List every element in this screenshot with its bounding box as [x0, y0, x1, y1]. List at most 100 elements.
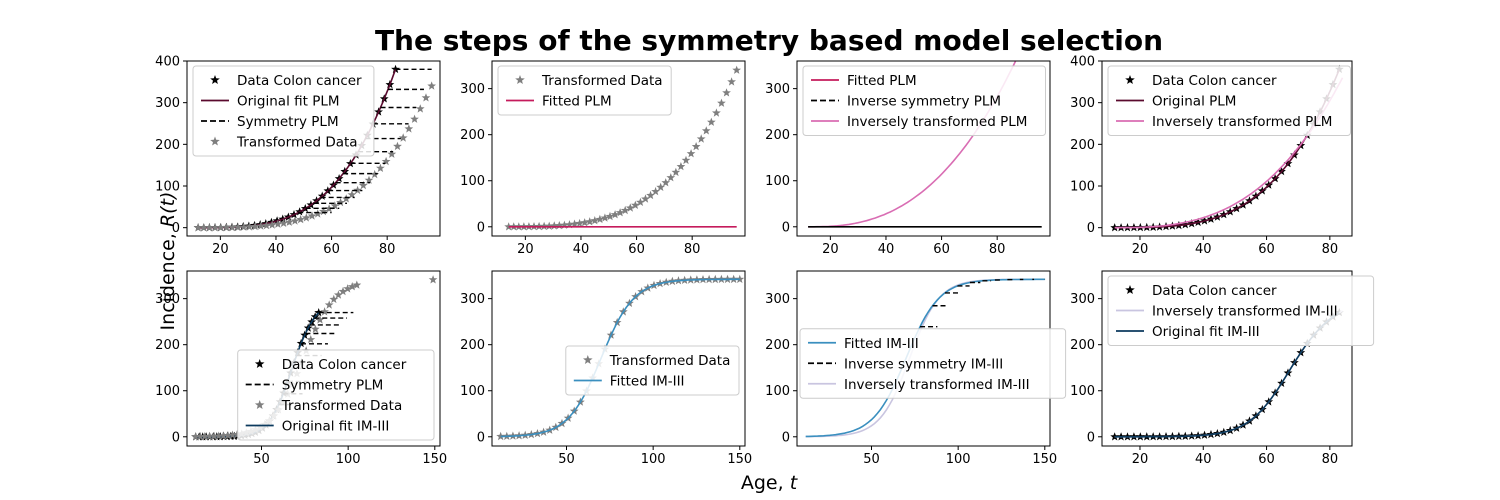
legend-entry-label: Original fit IM-III: [1152, 324, 1260, 340]
data-point-transformed: [290, 216, 300, 225]
x-tick-label: 80: [1322, 242, 1339, 257]
data-point-transformed: [732, 65, 741, 74]
legend-entry-label: Data Colon cancer: [282, 357, 407, 373]
data-point-transformed: [620, 205, 630, 215]
plot-area: [1110, 64, 1344, 232]
y-tick-label: 100: [765, 384, 790, 399]
y-tick-label: 300: [1070, 292, 1095, 307]
legend: Transformed Data Fitted IM-III: [565, 345, 740, 396]
data-point-transformed: [315, 315, 325, 324]
y-tick-label: 200: [155, 138, 180, 153]
y-tick-label: 0: [172, 430, 180, 445]
data-point-transformed: [696, 134, 706, 143]
legend-box: [192, 65, 375, 157]
data-point-transformed: [595, 214, 605, 224]
y-tick-label: 200: [1070, 138, 1095, 153]
plot-area: [805, 278, 1045, 438]
data-point-transformed: [324, 300, 334, 309]
data-point-transformed: [615, 208, 625, 217]
legend-entry-label: Fitted IM-III: [610, 374, 685, 390]
data-point-transformed: [358, 180, 368, 190]
y-tick-label: 0: [477, 430, 485, 445]
axes-frame: [491, 60, 746, 237]
legend-entry-label: Original PLM: [1152, 94, 1236, 110]
data-point-transformed: [319, 206, 328, 216]
data-point-transformed: [227, 222, 237, 232]
data-point-transformed: [504, 222, 514, 231]
data-point-transformed: [707, 117, 716, 126]
axes-frame: [1101, 270, 1353, 447]
y-tick-label: 300: [155, 96, 180, 111]
legend-entry-label: Transformed Data: [236, 135, 358, 151]
data-point-transformed: [712, 108, 721, 117]
data-point-transformed: [544, 221, 554, 230]
data-point-transformed: [232, 429, 242, 439]
data-point-transformed: [496, 431, 505, 441]
data-point-transformed: [218, 431, 228, 440]
x-tick-label: 20: [822, 242, 839, 257]
axes-frame: [186, 60, 441, 237]
x-tick-label: 40: [1195, 452, 1212, 467]
data-point-transformed: [205, 223, 214, 232]
data-point-transformed: [284, 217, 294, 226]
data-point-transformed: [302, 213, 311, 222]
data-point-transformed: [631, 200, 640, 209]
x-tick-label: 80: [379, 242, 396, 257]
legend: Transformed Data Fitted PLM: [497, 65, 672, 116]
x-tick-label: 150: [422, 452, 447, 467]
data-point-transformed: [273, 219, 283, 228]
y-tick-label: 100: [460, 174, 485, 189]
data-point-transformed: [200, 431, 210, 441]
legend: Data Colon cancer Symmetry PLM Transformed…: [237, 349, 435, 441]
data-point-transformed: [661, 178, 671, 187]
data-point-transformed: [722, 88, 731, 97]
x-axis-label-text: Age,: [740, 472, 790, 494]
data-point-transformed: [324, 204, 334, 213]
data-point-transformed: [381, 156, 391, 166]
chart-panel-row1-col4: 20 40 60 80 0 100 200 300 400 Data Colon cancer Or…: [1070, 55, 1353, 257]
chart-panel-row2-col1: 50 100 150 0 100 200 300 Data Colon cancer Symme…: [155, 270, 447, 467]
y-tick-label: 100: [460, 384, 485, 399]
legend-entry-label: Transformed Data: [609, 353, 731, 369]
data-point-transformed: [311, 324, 320, 333]
y-tick-label: 0: [782, 220, 790, 235]
data-point-transformed: [565, 220, 574, 229]
data-point-transformed: [575, 218, 584, 228]
y-tick-label: 100: [1070, 180, 1095, 195]
legend-entry-label: Data Colon cancer: [237, 73, 362, 89]
chart-panel-row2-col3: 50 100 150 0 100 200 300 Fitted IM-III Inverse s…: [765, 270, 1067, 467]
x-tick-label: 100: [641, 452, 666, 467]
legend-marker: [1125, 285, 1135, 294]
data-point-transformed: [580, 218, 589, 227]
data-point-transformed: [370, 169, 380, 179]
data-point-transformed: [364, 175, 374, 184]
legend-marker: [210, 75, 220, 84]
data-point-transformed: [338, 286, 348, 296]
legend-box: [802, 65, 1046, 136]
data-point-transformed: [691, 142, 701, 151]
data-point-transformed: [330, 201, 340, 210]
data-point-transformed: [250, 221, 260, 231]
data-point-transformed: [641, 194, 650, 203]
x-tick-label: 60: [1258, 242, 1275, 257]
data-point-transformed: [320, 307, 329, 316]
legend-entry-label: Data Colon cancer: [1152, 73, 1277, 89]
legend-marker: [210, 136, 220, 146]
x-tick-label: 60: [1258, 452, 1275, 467]
data-point-transformed: [223, 430, 233, 440]
data-point-transformed: [256, 221, 266, 230]
x-tick-label: 50: [558, 452, 575, 467]
legend-entry-label: Data Colon cancer: [1152, 283, 1277, 299]
data-point-transformed: [336, 197, 345, 207]
y-tick-label: 100: [1070, 384, 1095, 399]
data-point-transformed: [555, 221, 564, 230]
data-point-transformed: [636, 197, 645, 206]
data-point-transformed: [404, 124, 414, 133]
legend: Data Colon cancer Original fit PLM Symmetr…: [192, 65, 375, 157]
data-point-transformed: [681, 155, 691, 165]
chart-panel-row1-col2: 20 40 60 80 0 100 200 300 Transformed Data Fitted…: [460, 60, 746, 257]
data-point-transformed: [352, 280, 362, 289]
chart-panel-row1-col1: 20 40 60 80 0 100 200 300 400 Data Colon cancer Or…: [155, 55, 441, 257]
y-tick-label: 300: [765, 292, 790, 307]
